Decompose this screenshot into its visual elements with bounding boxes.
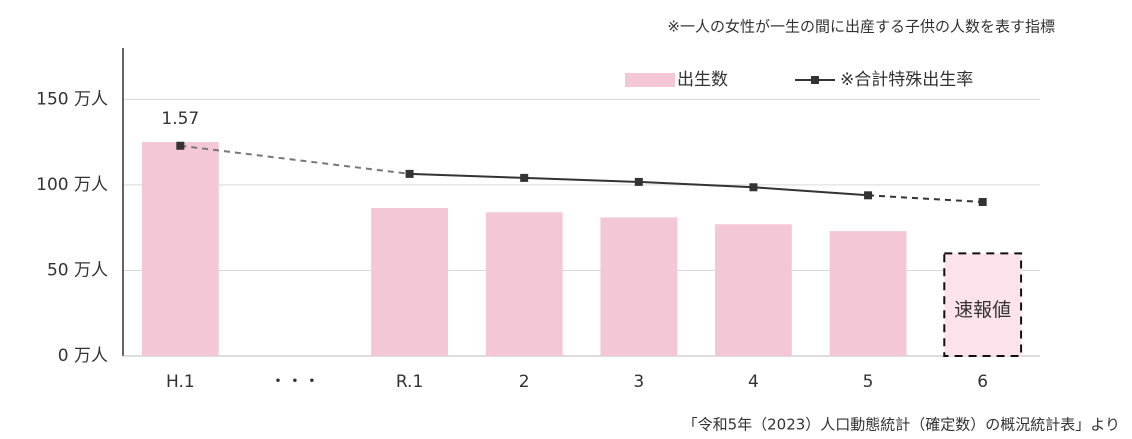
legend-label: ※合計特殊出生率	[840, 70, 973, 90]
line-segment	[409, 172, 525, 179]
y-tick-label: 150 万人	[36, 89, 108, 109]
bar	[371, 207, 448, 356]
line-segment	[180, 144, 410, 175]
line-marker	[864, 191, 873, 200]
data-label: 1.57	[161, 109, 199, 129]
line-segment	[753, 186, 869, 197]
bar	[943, 252, 1023, 357]
y-tick-label: 0 万人	[58, 346, 108, 366]
bar	[141, 142, 219, 356]
line-marker	[978, 198, 987, 206]
bar	[829, 231, 907, 356]
x-tick-label: H.1	[166, 372, 195, 392]
y-tick-label: 100 万人	[36, 175, 108, 195]
legend-label: 出生数	[677, 70, 728, 90]
line-marker	[634, 177, 643, 186]
x-tick-label: 4	[748, 372, 759, 392]
bar	[600, 217, 678, 356]
x-tick-label: 5	[863, 372, 874, 392]
provisional-label: 速報値	[954, 299, 1011, 321]
bar	[485, 212, 563, 356]
line-segment	[868, 194, 983, 203]
x-tick-label: R.1	[396, 372, 423, 392]
line-marker	[405, 169, 414, 178]
legend-marker	[811, 76, 819, 84]
chart-note: ※一人の女性が一生の間に出産する子供の人数を表す指標	[667, 18, 1055, 36]
x-tick-label: ・・・	[269, 372, 320, 392]
line-marker	[749, 183, 758, 192]
chart-source: 「令和5年（2023）人口動態統計（確定数）の概況統計表」より	[683, 416, 1120, 434]
line-marker	[520, 173, 529, 182]
bar	[715, 224, 792, 356]
line-marker	[176, 141, 185, 150]
line-segment	[524, 176, 639, 183]
x-tick-label: 6	[977, 372, 988, 392]
y-tick-label: 50 万人	[47, 260, 108, 280]
legend-swatch	[625, 73, 675, 87]
x-tick-label: 2	[519, 372, 530, 392]
x-tick-label: 3	[633, 372, 644, 392]
line-segment	[638, 180, 754, 189]
